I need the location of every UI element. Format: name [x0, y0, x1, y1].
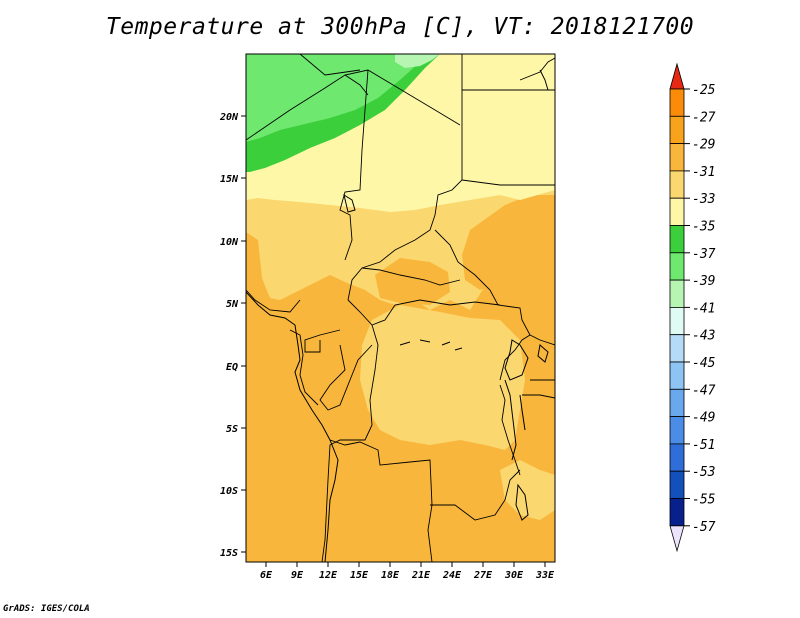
lat-label: 20N — [219, 112, 239, 123]
colorbar-label: -27 — [692, 110, 716, 125]
colorbar-label: -35 — [692, 220, 716, 235]
lon-label: 24E — [442, 570, 462, 581]
lon-labels: 6E 9E 12E 15E 18E 21E 24E 27E 30E 33E — [260, 570, 555, 581]
lon-label: 15E — [350, 570, 369, 581]
colorbar-label: -25 — [692, 83, 716, 98]
colorbar-label: -43 — [692, 329, 715, 344]
colorbar-swatch — [669, 225, 685, 254]
lat-label: 10S — [220, 486, 238, 497]
colorbar-swatch — [669, 279, 685, 308]
shade-41-39 — [395, 54, 440, 68]
lat-ticks — [241, 115, 246, 553]
colorbar-swatch — [669, 252, 685, 281]
colorbar: -25 -27 -29 -31 -33 -35 -37 -39 -41 -43 -45 -47 -49 -… — [669, 62, 716, 553]
plot-frame — [245, 53, 556, 563]
colorbar-swatch — [669, 416, 685, 445]
colorbar-top-triangle — [669, 62, 685, 90]
lon-label: 9E — [291, 570, 304, 581]
colorbar-swatch — [669, 361, 685, 390]
lat-label: 15S — [220, 548, 238, 559]
lon-label: 12E — [319, 570, 338, 581]
colorbar-swatch — [669, 498, 685, 527]
colorbar-swatch — [669, 88, 685, 117]
colorbar-swatch — [669, 443, 685, 472]
colorbar-label: -51 — [692, 438, 715, 453]
country-borders — [246, 54, 555, 562]
lon-label: 27E — [473, 570, 493, 581]
colorbar-label: -47 — [692, 383, 716, 398]
lon-label: 30E — [504, 570, 524, 581]
colorbar-swatch — [669, 306, 685, 336]
shade-39-37 — [246, 54, 432, 142]
lon-label: 6E — [260, 570, 273, 581]
colorbar-bottom-triangle — [669, 525, 685, 553]
colorbar-label: -39 — [692, 274, 715, 289]
colorbar-swatch — [669, 388, 685, 417]
colorbar-swatch — [669, 197, 685, 226]
lon-label: 33E — [535, 570, 555, 581]
lon-label: 21E — [411, 570, 431, 581]
grads-credit: GrADS: IGES/COLA — [3, 604, 90, 614]
shade-33-31-interior — [360, 305, 525, 450]
lat-label: 5N — [226, 299, 239, 310]
colorbar-label: -49 — [692, 411, 715, 426]
shade-33-31-south-patch — [500, 460, 555, 520]
lat-labels: 20N 15N 10N 5N EQ 5S 10S 15S — [219, 112, 239, 559]
colorbar-label: -37 — [692, 247, 716, 262]
lat-label: 10N — [220, 237, 239, 248]
colorbar-label: -41 — [692, 301, 715, 316]
colorbar-label: -45 — [692, 356, 716, 371]
colorbar-swatch — [669, 143, 685, 172]
colorbar-label: -55 — [692, 493, 716, 508]
map-title: Temperature at 300hPa [C], VT: 201812170… — [105, 14, 695, 40]
colorbar-swatch — [669, 470, 685, 499]
colorbar-swatch — [669, 115, 685, 145]
lon-ticks — [265, 562, 546, 567]
colorbar-label: -53 — [692, 465, 715, 480]
shade-31-29-patch-east — [462, 195, 555, 290]
colorbar-label: -31 — [692, 165, 715, 180]
colorbar-label: -29 — [692, 138, 715, 153]
contour-fill — [246, 54, 555, 562]
colorbar-swatch — [669, 170, 685, 199]
colorbar-label: -33 — [692, 192, 715, 207]
colorbar-label: -57 — [692, 520, 716, 535]
shade-31-29-patch-center — [375, 258, 450, 305]
lat-label: 15N — [220, 174, 239, 185]
colorbar-swatch — [669, 334, 685, 363]
lat-label: EQ — [226, 362, 238, 373]
lat-label: 5S — [226, 424, 238, 435]
lon-label: 18E — [381, 570, 400, 581]
coastlines — [246, 69, 549, 562]
